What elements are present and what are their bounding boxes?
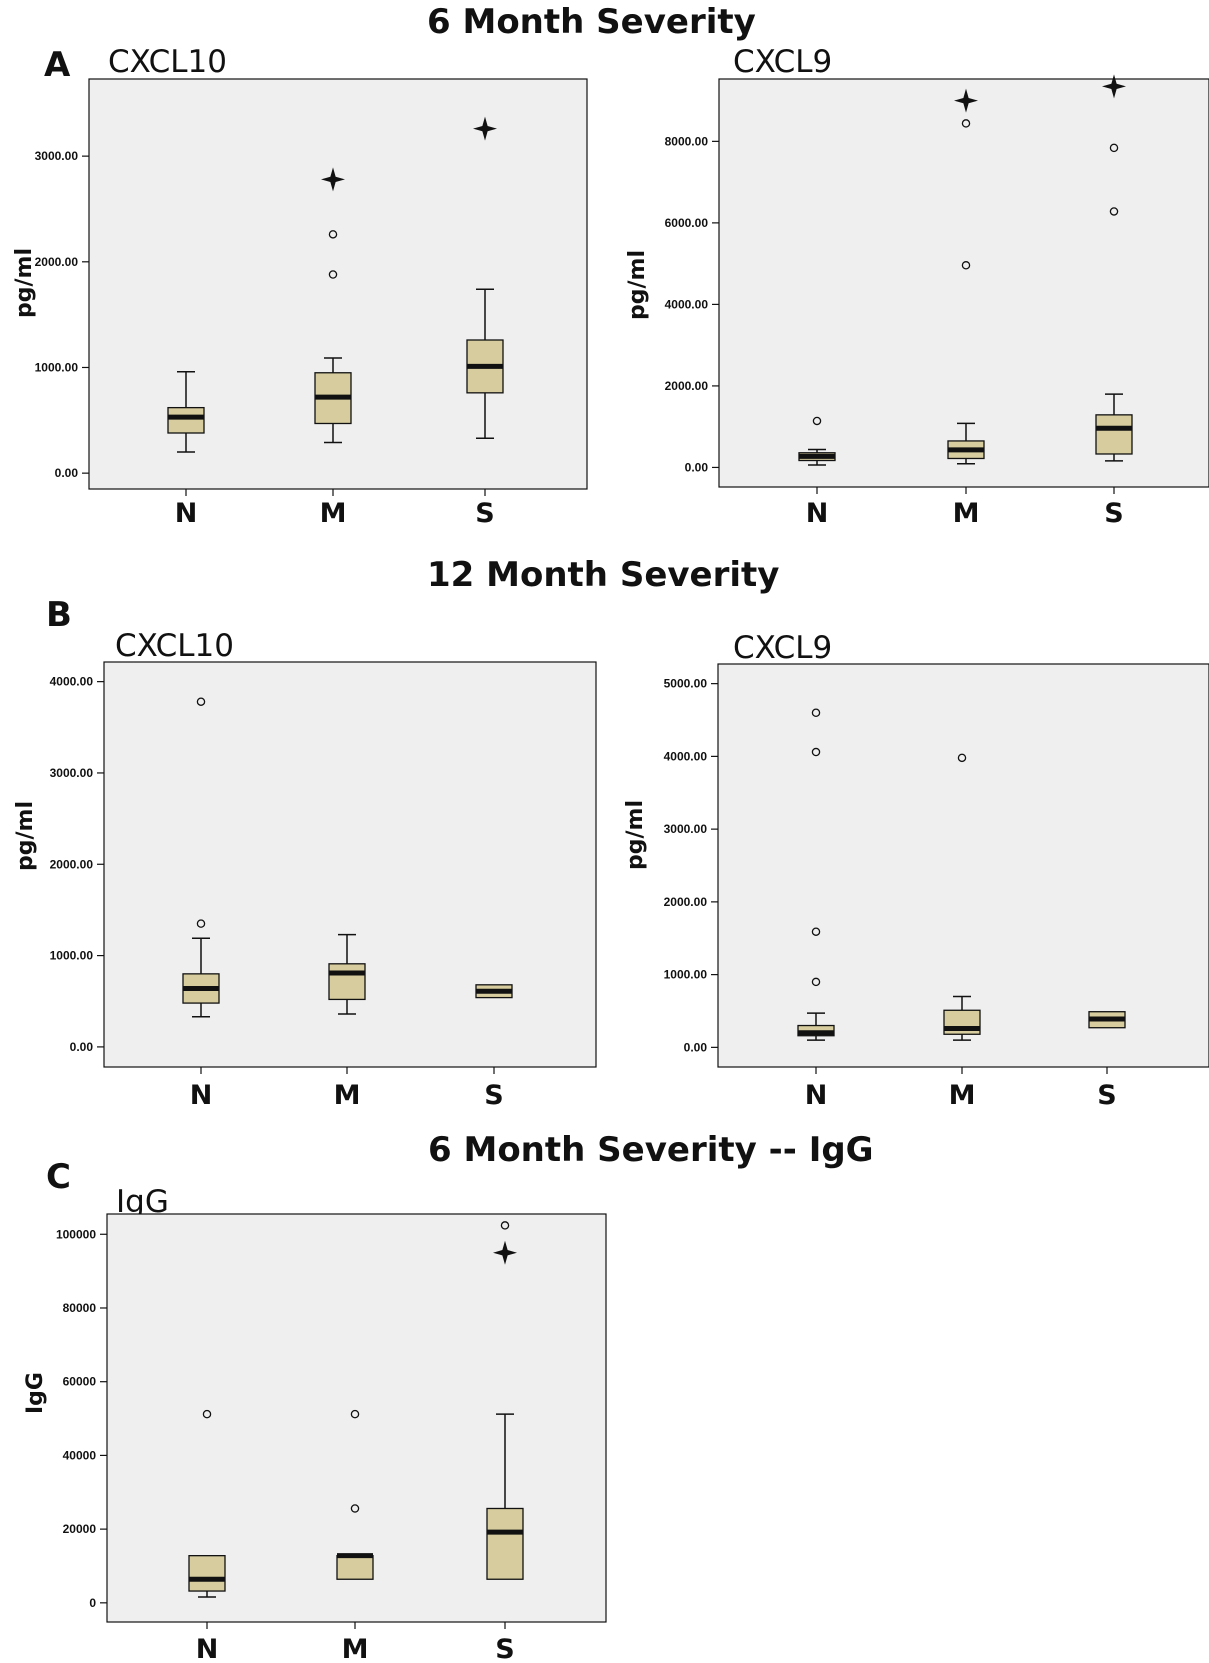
chart-title-a-cxcl10: CXCL10 (108, 44, 227, 80)
chart-title-b-cxcl9: CXCL9 (733, 630, 833, 666)
x-tick-label-n: N (196, 1634, 219, 1663)
outlier-point (350, 1409, 360, 1419)
outlier-point (328, 270, 338, 279)
y-tick-label: 40000 (63, 1448, 97, 1462)
x-tick-label-s: S (1104, 498, 1123, 529)
x-tick-label-s: S (495, 1634, 514, 1663)
extreme-point (1102, 74, 1126, 99)
x-tick-label-s: S (475, 498, 494, 529)
outlier-point (1109, 143, 1119, 153)
y-tick-label: 0.00 (685, 460, 709, 474)
box-n (188, 1555, 226, 1592)
y-axis-label: IgG (23, 1372, 48, 1414)
box-s (486, 1507, 524, 1580)
extreme-point (493, 1240, 517, 1265)
x-tick-label-n: N (805, 1080, 828, 1111)
section-title-12-month: 12 Month Severity (427, 555, 780, 595)
box-m (336, 1555, 374, 1580)
chart-title-a-cxcl9: CXCL9 (733, 44, 833, 80)
x-tick-label-m: M (334, 1080, 361, 1111)
outlier-point (811, 977, 821, 987)
y-tick-label: 1000.00 (50, 949, 94, 963)
extreme-point (321, 167, 345, 192)
box-m (328, 963, 366, 1001)
outlier-point (350, 1504, 360, 1513)
outlier-point (811, 747, 821, 757)
extreme-point (473, 116, 497, 141)
y-tick-label: 2000.00 (665, 379, 709, 393)
y-tick-label: 1000.00 (35, 360, 79, 374)
y-tick-label: 2000.00 (50, 857, 94, 871)
y-tick-label: 20000 (63, 1522, 97, 1536)
outlier-point (811, 927, 821, 936)
y-tick-label: 8000.00 (665, 134, 709, 148)
box-n (167, 406, 205, 434)
y-tick-label: 1000.00 (664, 968, 708, 982)
x-tick-label-n: N (175, 498, 198, 529)
outlier-point (1109, 207, 1119, 216)
x-tick-label-s: S (1097, 1080, 1116, 1111)
y-tick-label: 4000.00 (664, 749, 708, 763)
y-axis-label: pg/ml (625, 250, 650, 320)
y-axis-label: pg/ml (13, 801, 38, 871)
y-tick-label: 4000.00 (50, 675, 94, 689)
outlier-point (328, 230, 338, 239)
x-tick-label-n: N (806, 498, 829, 529)
y-tick-label: 6000.00 (665, 216, 709, 230)
y-tick-label: 0.00 (55, 466, 79, 480)
x-tick-label-m: M (953, 498, 980, 529)
y-tick-label: 2000.00 (35, 255, 79, 269)
section-title-6-month: 6 Month Severity (427, 2, 756, 42)
box-s (1095, 414, 1133, 455)
plot-area (717, 663, 1209, 1068)
x-tick-label-m: M (320, 498, 347, 529)
outlier-point (196, 919, 206, 928)
panel-letter-a: A (44, 45, 71, 85)
y-tick-label: 5000.00 (664, 677, 708, 691)
y-axis-label: pg/ml (12, 248, 37, 318)
x-tick-label-s: S (484, 1080, 503, 1111)
section-title-6-month-igg: 6 Month Severity -- IgG (428, 1130, 874, 1170)
y-tick-label: 3000.00 (664, 822, 708, 836)
panel-letter-c: C (46, 1157, 71, 1197)
y-tick-label: 60000 (63, 1375, 97, 1389)
outlier-point (500, 1221, 510, 1230)
outlier-point (961, 261, 971, 270)
x-tick-label-m: M (342, 1634, 369, 1663)
outlier-point (957, 753, 967, 763)
y-tick-label: 100000 (56, 1227, 96, 1241)
outlier-point (961, 119, 971, 128)
y-tick-label: 3000.00 (50, 766, 94, 780)
outlier-point (202, 1409, 212, 1419)
x-tick-label-n: N (190, 1080, 213, 1111)
outlier-point (812, 416, 822, 426)
y-tick-label: 4000.00 (665, 297, 709, 311)
y-axis-label: pg/ml (623, 800, 648, 870)
y-tick-label: 0 (89, 1596, 96, 1610)
x-tick-label-m: M (949, 1080, 976, 1111)
y-tick-label: 0.00 (70, 1040, 94, 1054)
y-tick-label: 2000.00 (664, 895, 708, 909)
y-tick-label: 0.00 (684, 1040, 708, 1054)
y-tick-label: 3000.00 (35, 149, 79, 163)
chart-title-b-cxcl10: CXCL10 (115, 628, 234, 664)
y-tick-label: 80000 (63, 1301, 97, 1315)
outlier-point (811, 708, 821, 717)
outlier-point (196, 697, 206, 706)
panel-letter-b: B (46, 595, 72, 635)
extreme-point (954, 88, 978, 113)
